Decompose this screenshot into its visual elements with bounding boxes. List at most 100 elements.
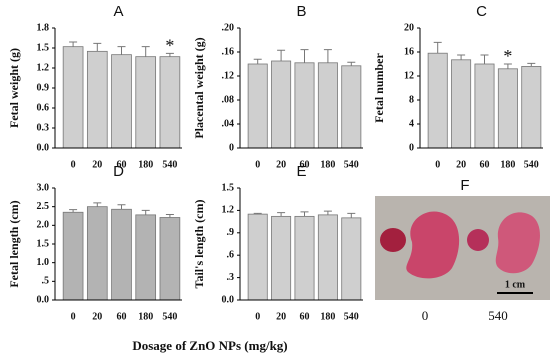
placenta (467, 229, 489, 251)
x-tick-label: 0 (255, 159, 260, 170)
x-axis-label: Dosage of ZnO NPs (mg/kg) (132, 338, 287, 353)
y-tick-label: 1.5 (222, 182, 235, 193)
y-tick-label: 0.3 (37, 122, 50, 133)
x-tick-label: 180 (500, 159, 515, 170)
y-tick-label: .04 (222, 118, 235, 129)
x-tick-label: 180 (320, 159, 335, 170)
scale-bar-label: 1 cm (505, 279, 526, 290)
bar (341, 217, 362, 301)
bar (62, 211, 84, 301)
y-tick-label: 2.0 (37, 220, 50, 231)
bar (294, 215, 315, 301)
x-tick-label: 60 (117, 311, 127, 322)
y-axis-label: Placental weight (g) (192, 37, 206, 138)
x-tick-label: 60 (117, 159, 127, 170)
y-axis-label: Fetal number (372, 52, 386, 122)
bar (317, 214, 338, 301)
x-tick-label: 60 (300, 159, 310, 170)
y-tick-label: 16 (404, 46, 414, 57)
x-tick-label: 20 (92, 159, 102, 170)
y-axis-label: Fetal length (cm) (7, 200, 21, 287)
error-bar (347, 212, 356, 218)
x-tick-label: 180 (320, 311, 335, 322)
y-tick-label: .5 (42, 276, 50, 287)
bar (427, 52, 448, 149)
bar (474, 63, 495, 149)
y-tick-label: .08 (222, 94, 235, 105)
y-tick-label: 1.0 (37, 257, 50, 268)
x-tick-label: 180 (138, 311, 153, 322)
y-tick-label: .20 (222, 22, 235, 33)
error-bar (480, 54, 489, 64)
error-bar (527, 62, 536, 67)
x-tick-label: 540 (344, 311, 359, 322)
x-tick-label: 540 (524, 159, 539, 170)
bar (497, 68, 518, 149)
y-tick-label: 0.0 (222, 294, 235, 305)
y-tick-label: .6 (227, 249, 235, 260)
x-tick-label: 20 (276, 311, 286, 322)
error-bar (117, 204, 126, 210)
bar (271, 60, 292, 149)
error-bar (300, 211, 309, 217)
error-bar (300, 49, 309, 63)
x-tick-label: 180 (138, 159, 153, 170)
error-bar (503, 63, 512, 69)
y-tick-label: 8 (409, 94, 414, 105)
y-tick-label: 0.0 (37, 294, 50, 305)
panel-label: F (460, 177, 469, 194)
error-bar (141, 46, 150, 57)
bar (247, 213, 268, 301)
x-tick-label: 20 (92, 311, 102, 322)
x-tick-label: 60 (480, 159, 490, 170)
bar (111, 208, 132, 301)
y-tick-label: 2.5 (37, 201, 50, 212)
bar (451, 59, 472, 149)
error-bar (253, 58, 262, 64)
error-bar (253, 212, 262, 215)
y-tick-label: 0 (229, 142, 234, 153)
y-tick-label: 3.0 (37, 182, 50, 193)
x-tick-label: 0 (71, 311, 76, 322)
y-tick-label: 1.5 (37, 238, 50, 249)
panel-title: E (296, 163, 306, 180)
y-tick-label: .12 (222, 70, 235, 81)
error-bar (323, 210, 332, 215)
x-tick-label: 540 (344, 159, 359, 170)
photo-caption: 0 (422, 308, 429, 323)
bar (159, 56, 181, 149)
bar (135, 56, 157, 149)
fetus (495, 212, 540, 274)
error-bar (117, 46, 126, 55)
y-tick-label: 1.5 (37, 42, 50, 53)
x-tick-label: 540 (162, 159, 177, 170)
panel-title: A (113, 3, 123, 20)
panel-title: D (113, 163, 124, 180)
bar (135, 214, 157, 301)
bar (247, 63, 268, 149)
y-tick-label: 1.8 (37, 22, 50, 33)
bar (86, 50, 108, 149)
annotation: * (503, 46, 512, 66)
y-tick-label: 0 (409, 142, 414, 153)
bar (521, 66, 542, 149)
y-tick-label: 0.0 (37, 142, 50, 153)
annotation: * (165, 35, 174, 55)
error-bar (347, 61, 356, 66)
y-tick-label: 1.2 (222, 205, 235, 216)
error-bar (165, 52, 174, 57)
panel-title: C (476, 3, 487, 20)
error-bar (277, 212, 286, 217)
photo-caption: 540 (488, 308, 508, 323)
error-bar (69, 41, 78, 47)
placenta (380, 228, 406, 252)
bar (159, 217, 181, 301)
error-bar (165, 214, 174, 218)
x-tick-label: 0 (435, 159, 440, 170)
y-tick-label: 0.6 (37, 102, 50, 113)
y-tick-label: 12 (404, 70, 414, 81)
y-axis-label: Tail's length (cm) (192, 200, 206, 289)
error-bar (277, 49, 286, 61)
x-tick-label: 0 (255, 311, 260, 322)
